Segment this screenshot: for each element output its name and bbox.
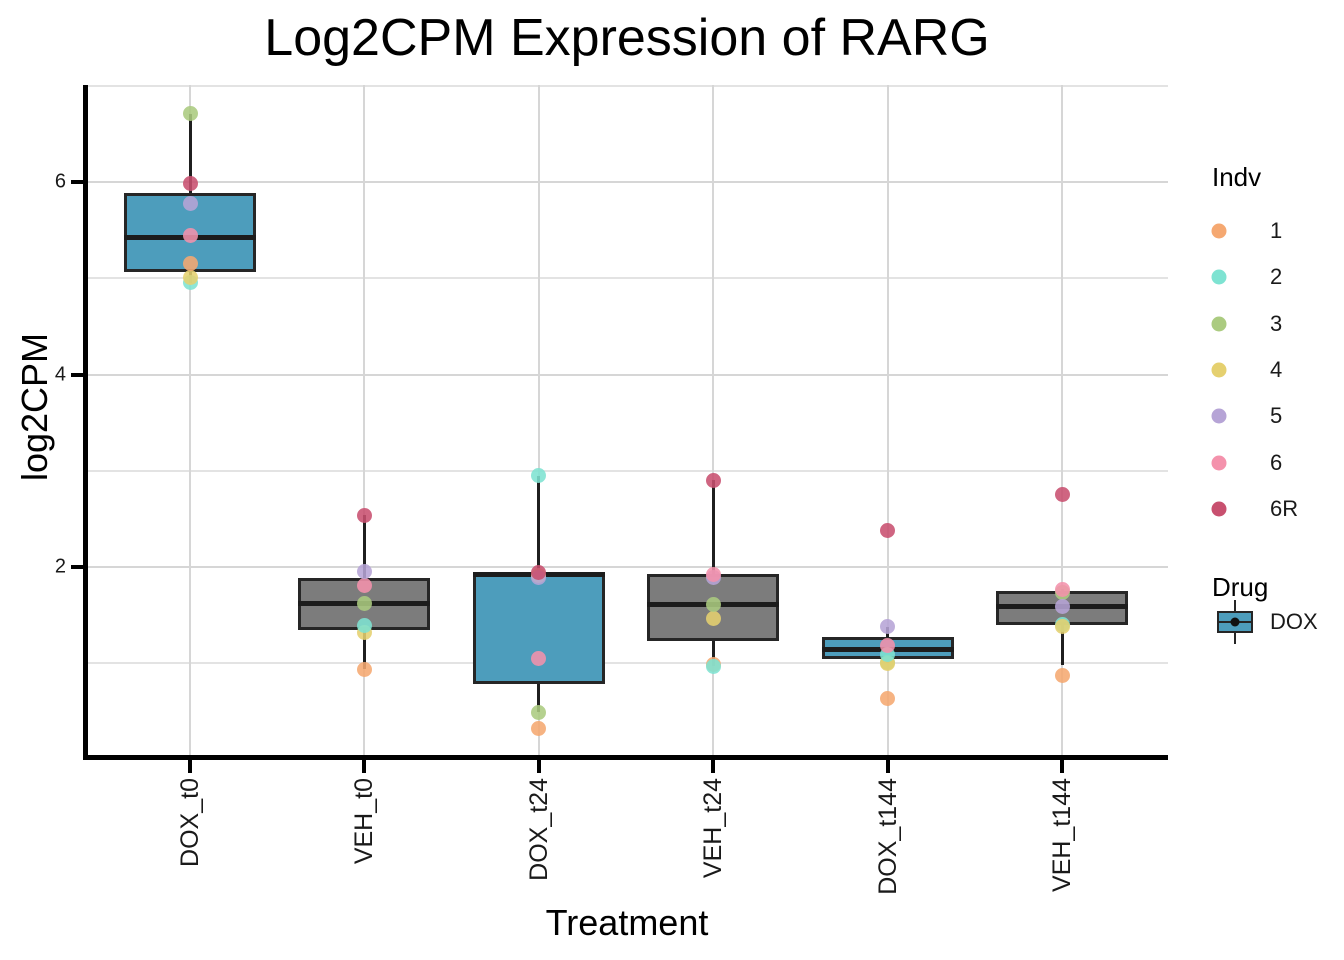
point-VEH_t144-indv6R: [1054, 487, 1070, 503]
point-DOX_t24-indv1: [531, 721, 547, 737]
indv-legend-dot-4: [1211, 362, 1227, 378]
point-DOX_t0-indv1: [182, 256, 198, 272]
point-DOX_t24-indv2: [531, 468, 547, 484]
drug-legend-title: Drug: [1212, 572, 1269, 602]
point-DOX_t0-indv6R: [182, 176, 198, 192]
x-tick-VEH_t0: [362, 760, 367, 773]
point-VEH_t144-indv1: [1054, 668, 1070, 684]
x-tick-label-VEH_t24: VEH_t24: [699, 778, 728, 879]
point-VEH_t24-indv6: [705, 567, 721, 583]
gridline-x-DOX_t24: [537, 85, 540, 755]
point-DOX_t0-indv4: [182, 269, 198, 285]
gridline-x-VEH_t24: [712, 85, 715, 755]
point-VEH_t0-indv6: [356, 577, 372, 593]
point-DOX_t0-indv6: [182, 228, 198, 244]
x-tick-label-VEH_t0: VEH_t0: [350, 778, 379, 865]
indv-legend-dot-6: [1211, 455, 1227, 470]
y-tick-6: [71, 180, 83, 184]
indv-legend-label-1: 1: [1270, 218, 1283, 243]
point-VEH_t0-indv5: [356, 564, 372, 580]
y-tick-label-6: 6: [54, 170, 66, 193]
plot-title: Log2CPM Expression of RARG: [264, 9, 990, 67]
gridline-major-y2: [88, 566, 1168, 568]
indv-legend-dot-1: [1211, 223, 1227, 239]
plot-panel: [88, 84, 1168, 755]
x-axis-title: Treatment: [545, 902, 709, 943]
point-VEH_t144-indv4: [1054, 619, 1070, 635]
y-axis-title: log2CPM: [14, 332, 55, 482]
indv-legend-dot-3: [1211, 316, 1227, 332]
x-axis-line: [83, 755, 1168, 760]
point-DOX_t144-indv6: [880, 638, 896, 654]
box-DOX_t24: [472, 572, 605, 685]
point-VEH_t0-indv1: [356, 661, 372, 677]
x-tick-label-VEH_t144: VEH_t144: [1048, 778, 1076, 892]
x-tick-VEH_t144: [1060, 760, 1064, 773]
indv-legend-title: Indv: [1212, 162, 1262, 192]
point-DOX_t24-indv6R: [531, 565, 547, 581]
gridline-x-DOX_t144: [886, 85, 889, 755]
point-VEH_t144-indv6: [1054, 581, 1070, 597]
indv-legend-label-4: 4: [1270, 356, 1283, 382]
y-tick-label-4: 4: [54, 363, 66, 385]
x-tick-VEH_t24: [711, 760, 716, 773]
point-VEH_t24-indv2: [705, 658, 721, 674]
indv-legend-label-6R: 6R: [1270, 495, 1299, 521]
point-VEH_t0-indv6R: [356, 507, 372, 523]
gridline-x-VEH_t144: [1061, 85, 1063, 755]
gridline-x-DOX_t0: [189, 85, 191, 755]
gridline-minor-y1: [88, 662, 1168, 665]
indv-legend-label-6: 6: [1270, 449, 1283, 475]
point-VEH_t24-indv4: [705, 611, 721, 627]
point-DOX_t24-indv3: [531, 704, 547, 720]
point-DOX_t0-indv5: [182, 195, 198, 211]
point-VEH_t24-indv3: [705, 597, 721, 613]
y-tick-2: [71, 565, 83, 569]
gridline-minor-y3: [88, 469, 1168, 472]
indv-legend-label-5: 5: [1270, 403, 1283, 429]
indv-legend-dot-5: [1211, 408, 1227, 424]
indv-legend-dot-2: [1211, 269, 1227, 285]
gridline-major-y4: [88, 373, 1168, 376]
indv-legend-label-3: 3: [1270, 310, 1283, 336]
x-tick-DOX_t24: [536, 760, 541, 773]
indv-legend-label-2: 2: [1270, 264, 1283, 290]
drug-legend-key-dot: [1230, 617, 1240, 627]
gridline-minor-y5: [88, 277, 1168, 280]
x-tick-label-DOX_t0: DOX_t0: [176, 778, 204, 867]
point-DOX_t0-indv3: [182, 106, 198, 122]
point-VEH_t0-indv2: [356, 618, 372, 634]
x-tick-label-DOX_t144: DOX_t144: [873, 778, 902, 895]
drug-legend-label: DOX: [1270, 609, 1318, 634]
gridline-x-VEH_t0: [363, 85, 366, 755]
y-tick-label-2: 2: [54, 555, 66, 578]
x-tick-DOX_t144: [885, 760, 890, 773]
indv-legend-dot-6R: [1211, 501, 1227, 517]
point-DOX_t144-indv6R: [880, 522, 896, 538]
gridline-minor-y7: [88, 84, 1168, 87]
x-tick-label-DOX_t24: DOX_t24: [524, 778, 553, 881]
y-axis-line: [83, 85, 88, 760]
point-DOX_t144-indv1: [880, 691, 896, 707]
y-tick-4: [71, 372, 83, 377]
point-VEH_t0-indv3: [356, 596, 372, 612]
gridline-major-y6: [88, 181, 1168, 183]
x-tick-DOX_t0: [188, 760, 192, 773]
point-DOX_t144-indv5: [880, 619, 896, 635]
point-VEH_t144-indv5: [1054, 598, 1070, 614]
point-DOX_t24-indv6: [531, 650, 547, 666]
point-VEH_t24-indv6R: [705, 472, 721, 488]
